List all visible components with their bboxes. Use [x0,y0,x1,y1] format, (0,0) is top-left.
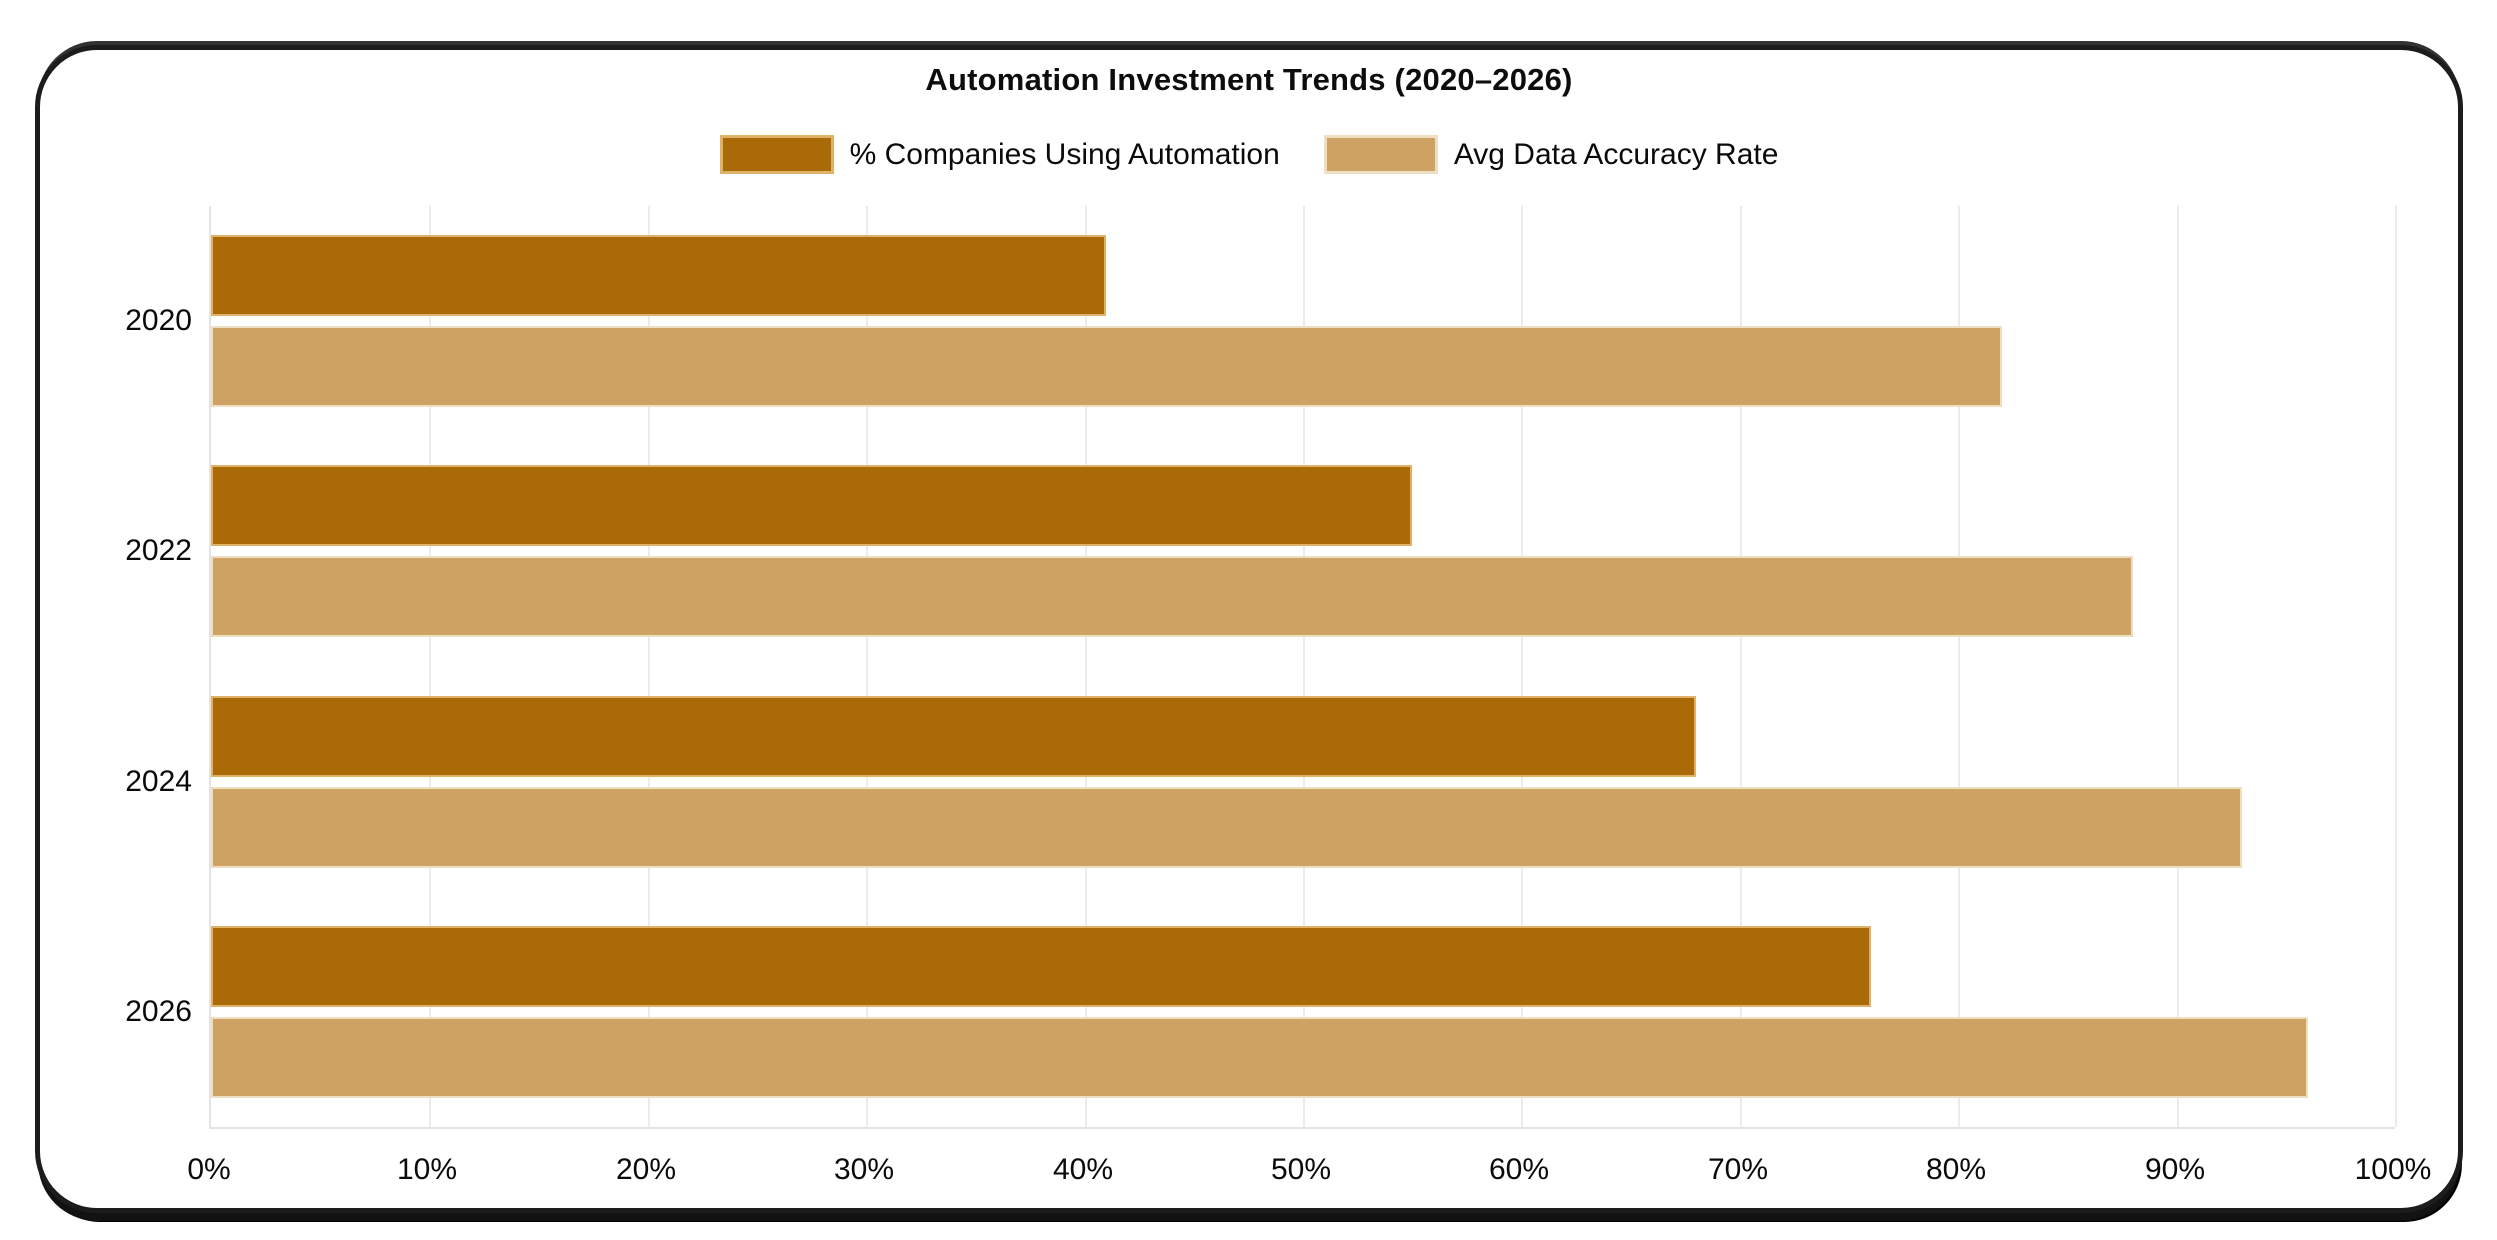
gridline-90% [2176,206,2179,1127]
bar-2024-series1[interactable] [211,786,2243,868]
chart-card: Automation Investment Trends (2020–2026)… [35,45,2463,1213]
gridline-80% [1958,206,1961,1127]
gridline-70% [1739,206,1742,1127]
x-tick-label-80%: 80% [1925,1153,1987,1186]
legend-item-avg-data-accuracy[interactable]: Avg Data Accuracy Rate [1323,135,1779,174]
x-tick-label-50%: 50% [1270,1153,1332,1186]
bar-2020-series1[interactable] [211,326,2002,407]
bar-group-2020 [211,206,2395,436]
bar-group-2022 [211,436,2395,666]
legend-swatch-companies-icon [719,135,834,174]
y-tick-label-2022: 2022 [125,534,192,567]
legend-item-companies-using-automation[interactable]: % Companies Using Automation [719,135,1280,174]
gridline-50% [1303,206,1305,1127]
legend-swatch-accuracy-icon [1323,135,1438,174]
y-tick-label-2026: 2026 [125,995,192,1028]
x-tick-label-70%: 70% [1707,1153,1769,1186]
bar-2022-series1[interactable] [211,556,2133,638]
x-tick-label-0%: 0% [187,1153,231,1186]
legend-label-companies: % Companies Using Automation [849,137,1280,171]
legend-label-accuracy: Avg Data Accuracy Rate [1453,137,1779,171]
gridline-20% [647,206,650,1127]
bar-2026-series0[interactable] [211,925,1871,1007]
bar-2020-series0[interactable] [211,235,1107,316]
x-tick-label-20%: 20% [615,1153,677,1186]
x-tick-label-30%: 30% [833,1153,895,1186]
bar-group-2026 [211,897,2395,1127]
gridline-40% [1084,206,1087,1127]
bar-2022-series0[interactable] [211,465,1413,547]
chart-title: Automation Investment Trends (2020–2026) [925,62,1573,97]
bar-2024-series0[interactable] [211,695,1697,777]
gridline-30% [866,206,869,1127]
gridline-100% [2395,206,2397,1127]
x-tick-label-10%: 10% [396,1153,458,1186]
bar-group-2024 [211,667,2395,897]
x-tick-label-100%: 100% [2354,1153,2432,1186]
chart-legend: % Companies Using Automation Avg Data Ac… [40,135,2458,174]
plot-area [209,206,2397,1129]
y-tick-label-2024: 2024 [125,765,192,798]
x-tick-label-90%: 90% [2144,1153,2206,1186]
y-tick-label-2020: 2020 [125,304,192,337]
x-tick-label-60%: 60% [1488,1153,1550,1186]
gridline-10% [429,206,432,1127]
bar-2026-series1[interactable] [211,1016,2308,1098]
gridline-60% [1521,206,1524,1127]
x-tick-label-40%: 40% [1052,1153,1114,1186]
